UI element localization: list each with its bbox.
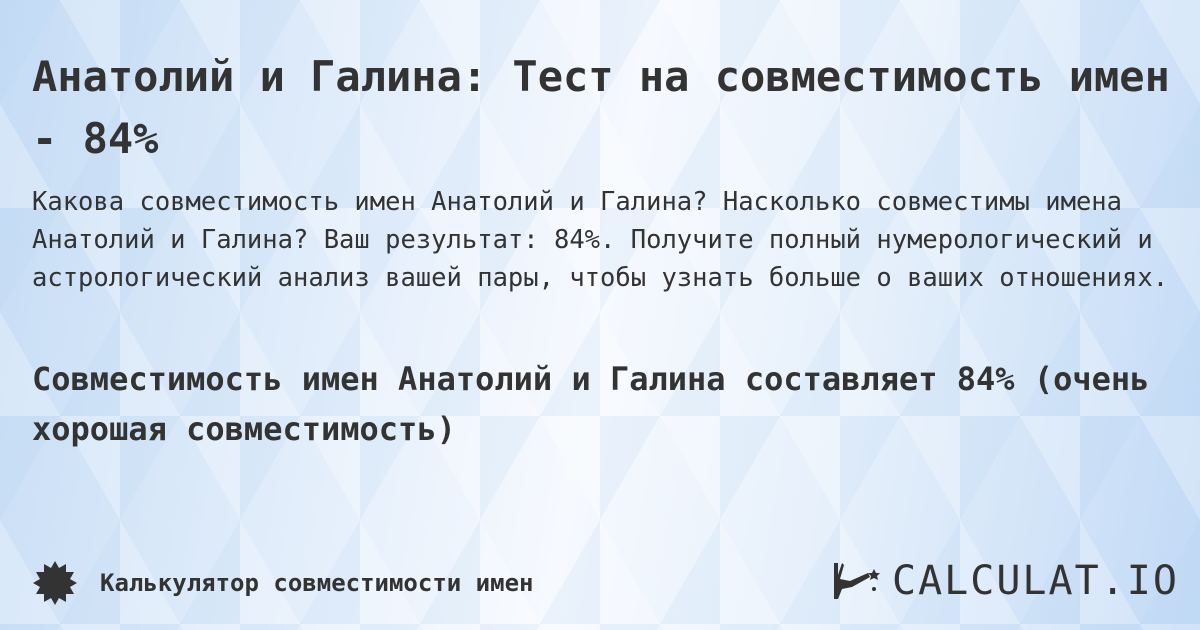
logo-text: CALCULAT.IO [892,558,1179,604]
calculator-link[interactable]: Калькулятор совместимости имен [32,560,533,606]
description: Какова совместимость имен Анатолий и Гал… [32,187,1169,293]
badge-icon [33,561,77,605]
hand-wand-icon [834,563,880,599]
calculat-logo[interactable]: CALCULAT.IO [828,558,1179,604]
page-title: Анатолий и Галина: Тест на совместимость… [32,52,1170,163]
result-text: Совместимость имен Анатолий и Галина сос… [32,360,1150,448]
calculator-label: Калькулятор совместимости имен [100,569,534,597]
